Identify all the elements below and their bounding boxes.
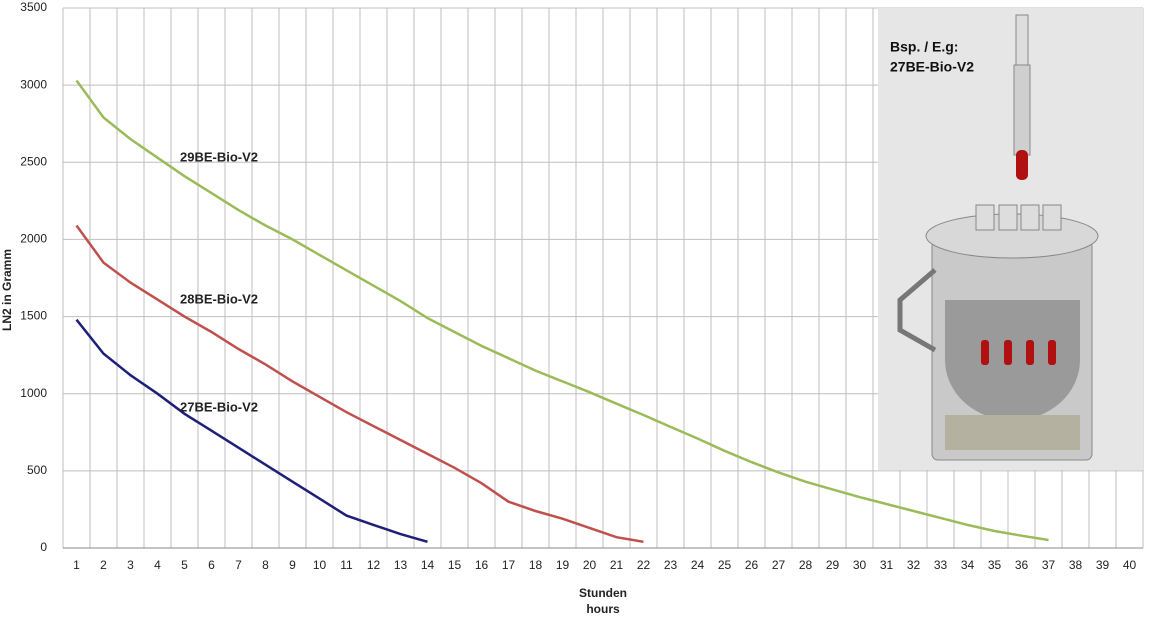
inset-caption: Bsp. / E.g: [890,39,958,55]
rod [1013,64,1031,156]
vial [1004,340,1012,365]
x-tick-label: 34 [961,558,975,572]
y-tick-label: 500 [27,463,47,477]
x-tick-label: 5 [181,558,188,572]
canister [1020,204,1040,231]
x-tick-label: 14 [421,558,435,572]
x-tick-label: 33 [934,558,948,572]
x-tick-label: 13 [394,558,408,572]
x-tick-label: 23 [664,558,678,572]
x-tick-label: 32 [907,558,921,572]
rod [1015,14,1029,66]
x-axis-label: Stunden [579,586,627,600]
x-tick-label: 27 [772,558,786,572]
y-axis-label: LN2 in Gramm [0,249,14,331]
canister [998,204,1018,231]
dewar-inner [945,300,1080,421]
x-tick-label: 21 [610,558,624,572]
x-tick-label: 1 [73,558,80,572]
series-line [75,318,428,544]
y-tick-label: 2500 [20,154,47,168]
x-tick-label: 30 [853,558,867,572]
x-tick-label: 29 [826,558,840,572]
x-tick-label: 12 [367,558,381,572]
x-tick-label: 18 [529,558,543,572]
x-tick-label: 38 [1069,558,1083,572]
inset-caption: 27BE-Bio-V2 [890,59,974,75]
x-tick-label: 16 [475,558,489,572]
inset-image [878,8,1143,470]
x-tick-label: 10 [313,558,327,572]
canister [975,204,995,231]
x-tick-label: 4 [154,558,161,572]
dewar-base [945,415,1080,450]
vial [1016,150,1028,180]
x-tick-label: 28 [799,558,813,572]
x-tick-label: 6 [208,558,215,572]
x-tick-label: 26 [745,558,759,572]
x-tick-label: 3 [127,558,134,572]
x-tick-label: 20 [583,558,597,572]
x-tick-label: 15 [448,558,462,572]
x-tick-label: 24 [691,558,705,572]
vial [1026,340,1034,365]
x-tick-label: 2 [100,558,107,572]
x-tick-label: 11 [340,558,353,572]
x-tick-label: 22 [637,558,651,572]
y-tick-label: 3000 [20,77,47,91]
x-tick-label: 8 [262,558,269,572]
dewar-handle [897,268,937,353]
y-tick-label: 1500 [20,309,47,323]
y-tick-label: 2000 [20,232,47,246]
y-tick-label: 1000 [20,386,47,400]
x-tick-label: 31 [880,558,894,572]
x-tick-label: 39 [1096,558,1110,572]
x-tick-label: 7 [235,558,242,572]
x-tick-label: 37 [1042,558,1056,572]
canister [1042,204,1062,231]
x-tick-label: 9 [289,558,296,572]
y-tick-label: 0 [40,540,47,554]
series-label: 28BE-Bio-V2 [180,291,258,306]
series-line [75,79,1049,542]
vial [981,340,989,365]
x-axis-label: hours [586,602,620,616]
x-tick-label: 17 [502,558,516,572]
series-label: 29BE-Bio-V2 [180,149,258,164]
series-label: 27BE-Bio-V2 [180,399,258,414]
y-tick-label: 3500 [20,0,47,14]
x-tick-label: 19 [556,558,570,572]
series-line [75,224,644,544]
x-tick-label: 40 [1123,558,1137,572]
x-tick-label: 36 [1015,558,1029,572]
x-tick-label: 35 [988,558,1002,572]
x-tick-label: 25 [718,558,732,572]
vial [1048,340,1056,365]
